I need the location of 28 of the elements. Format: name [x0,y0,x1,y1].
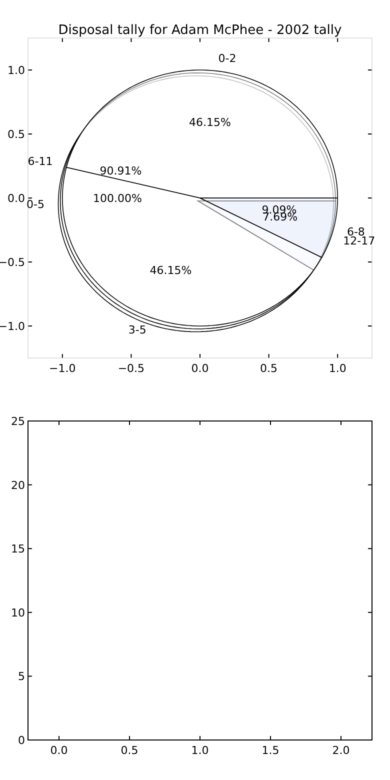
x-tick-label: 1.0 [328,362,346,375]
slice-label: 6-11 [28,155,53,168]
y-tick-label: 1.0 [8,64,25,77]
y-tick-label: 0.0 [8,192,25,205]
y-tick-label: 5 [18,670,25,684]
y-tick-label: 0 [18,734,25,747]
x-tick-label: −1.0 [49,362,76,375]
x-tick-label: 2.0 [332,744,350,757]
data-label: 90.91% [100,164,142,178]
slice-label: 3-5 [128,324,146,337]
slice-label: 0-2 [218,52,236,66]
x-tick-label: 1.5 [262,744,280,757]
x-tick-label: −0.5 [118,362,145,375]
data-label: 100.00% [92,192,142,205]
data-label: 46.15% [150,264,192,277]
y-tick-label: 10 [11,606,25,620]
x-tick-label: 0.5 [120,744,138,757]
y-tick-label: 25 [11,415,25,428]
x-tick-label: 0.5 [260,362,278,375]
y-tick-label: 15 [11,542,25,556]
y-tick-label: 20 [11,478,25,492]
slice-label: 0-5 [26,198,45,211]
y-tick-label: 0.5 [8,128,25,141]
chart-title: Disposal tally for Adam McPhee - 2002 tally [58,23,342,38]
x-tick-label: 0.0 [191,362,209,375]
x-tick-label: 0.0 [50,744,68,757]
data-label: 46.15% [188,116,231,129]
x-tick-label: 1.0 [191,744,209,757]
